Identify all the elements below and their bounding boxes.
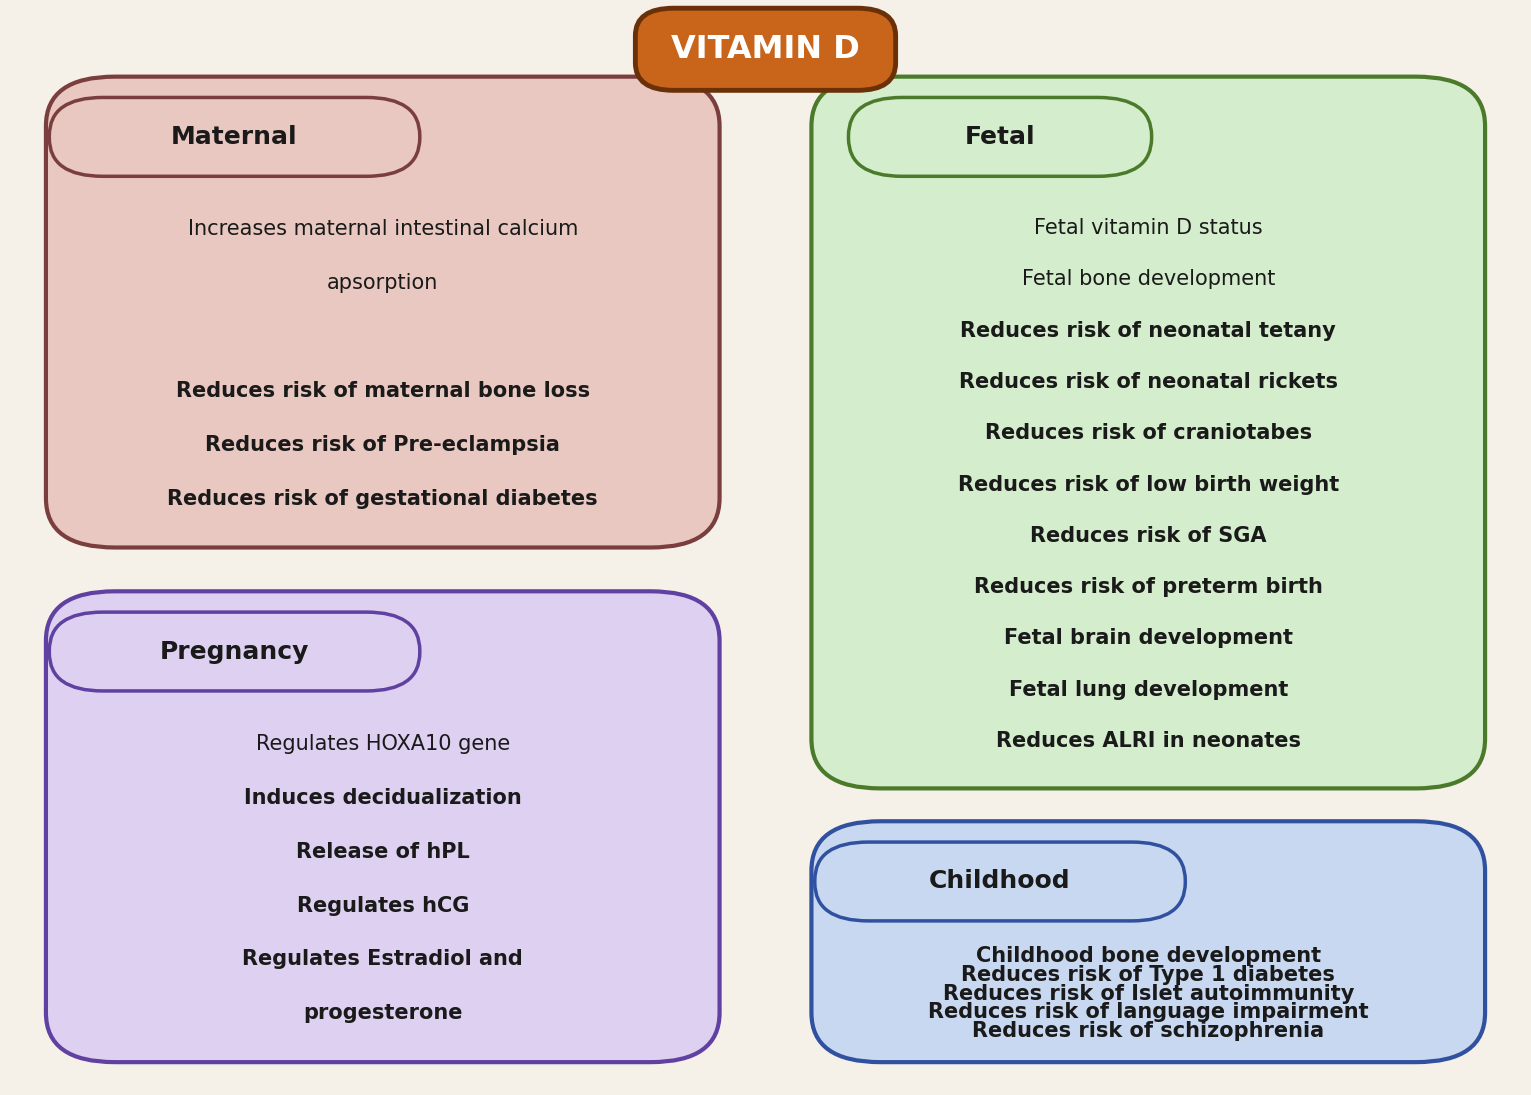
Text: Reduces risk of low birth weight: Reduces risk of low birth weight <box>957 474 1340 495</box>
Text: Release of hPL: Release of hPL <box>295 842 470 862</box>
Text: Reduces risk of Type 1 diabetes: Reduces risk of Type 1 diabetes <box>961 965 1335 986</box>
FancyBboxPatch shape <box>49 97 419 176</box>
Text: Reduces risk of neonatal tetany: Reduces risk of neonatal tetany <box>960 321 1337 341</box>
FancyBboxPatch shape <box>46 591 720 1062</box>
Text: Reduces risk of Islet autoimmunity: Reduces risk of Islet autoimmunity <box>943 983 1353 1004</box>
Text: Reduces risk of preterm birth: Reduces risk of preterm birth <box>974 577 1323 597</box>
Text: Regulates HOXA10 gene: Regulates HOXA10 gene <box>256 734 510 754</box>
Text: Reduces risk of maternal bone loss: Reduces risk of maternal bone loss <box>176 381 589 401</box>
FancyBboxPatch shape <box>49 612 419 691</box>
Text: Reduces risk of neonatal rickets: Reduces risk of neonatal rickets <box>958 372 1338 392</box>
Text: Fetal lung development: Fetal lung development <box>1009 680 1288 700</box>
Text: Childhood: Childhood <box>929 869 1070 894</box>
Text: Fetal brain development: Fetal brain development <box>1004 629 1292 648</box>
Text: Reduces risk of craniotabes: Reduces risk of craniotabes <box>984 424 1312 443</box>
Text: Reduces ALRI in neonates: Reduces ALRI in neonates <box>995 730 1301 751</box>
Text: Childhood bone development: Childhood bone development <box>975 946 1321 967</box>
Text: Reduces risk of Pre-eclampsia: Reduces risk of Pre-eclampsia <box>205 435 560 454</box>
Text: Reduces risk of language impairment: Reduces risk of language impairment <box>928 1002 1369 1023</box>
Text: VITAMIN D: VITAMIN D <box>671 34 860 65</box>
Text: Pregnancy: Pregnancy <box>159 639 309 664</box>
FancyBboxPatch shape <box>811 77 1485 788</box>
FancyBboxPatch shape <box>848 97 1151 176</box>
Text: Regulates Estradiol and: Regulates Estradiol and <box>242 949 524 969</box>
Text: Increases maternal intestinal calcium: Increases maternal intestinal calcium <box>188 219 577 240</box>
Text: Reduces risk of schizophrenia: Reduces risk of schizophrenia <box>972 1021 1324 1041</box>
Text: Fetal bone development: Fetal bone development <box>1021 269 1275 289</box>
Text: Fetal vitamin D status: Fetal vitamin D status <box>1033 218 1263 239</box>
Text: apsorption: apsorption <box>328 274 438 293</box>
Text: Fetal: Fetal <box>965 125 1035 149</box>
Text: Maternal: Maternal <box>171 125 299 149</box>
FancyBboxPatch shape <box>46 77 720 548</box>
FancyBboxPatch shape <box>814 842 1185 921</box>
Text: Regulates hCG: Regulates hCG <box>297 896 468 915</box>
Text: progesterone: progesterone <box>303 1003 462 1024</box>
FancyBboxPatch shape <box>635 9 896 91</box>
FancyBboxPatch shape <box>811 821 1485 1062</box>
Text: Induces decidualization: Induces decidualization <box>243 788 522 808</box>
Text: Reduces risk of SGA: Reduces risk of SGA <box>1030 526 1266 545</box>
Text: Reduces risk of gestational diabetes: Reduces risk of gestational diabetes <box>167 488 599 509</box>
